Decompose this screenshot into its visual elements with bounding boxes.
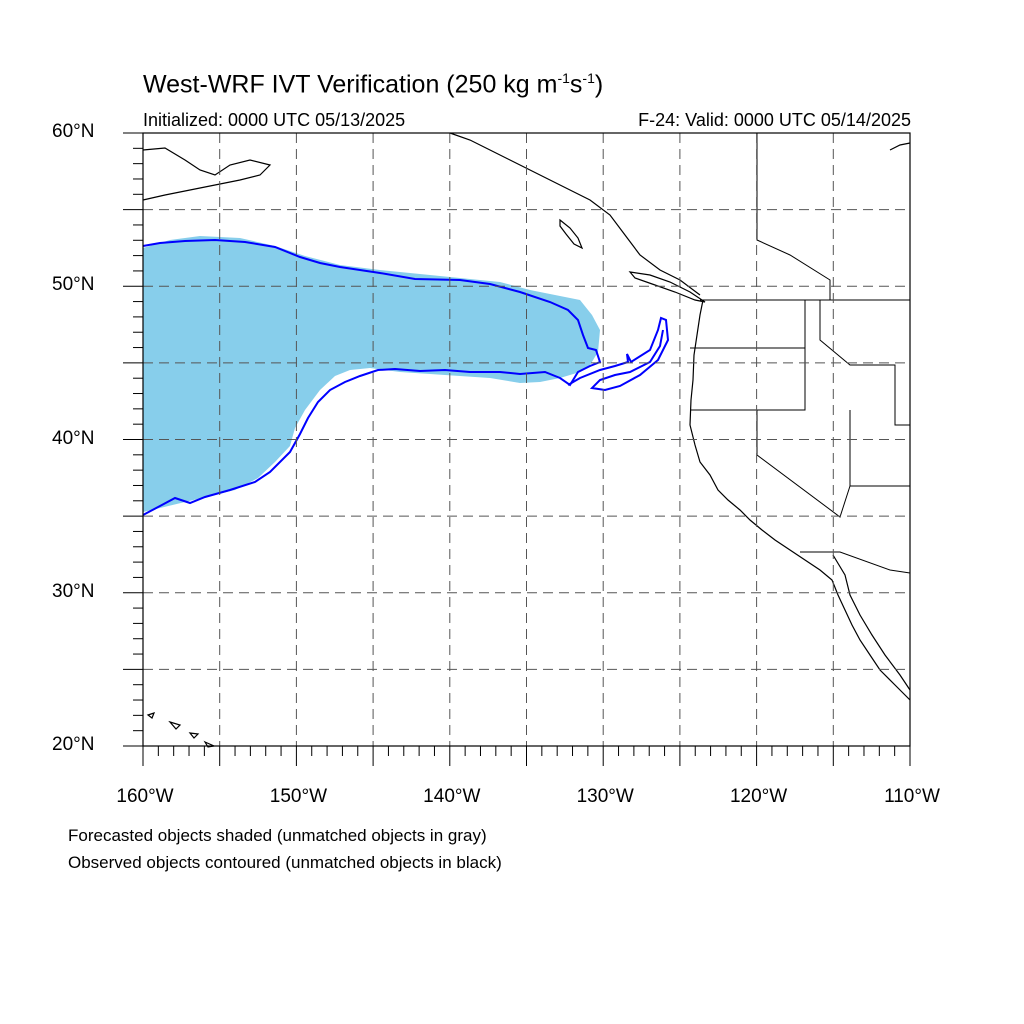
coastline-west-us (689, 299, 911, 701)
lon-label: 130°W (576, 786, 634, 807)
lon-label: 110°W (884, 786, 940, 807)
haida-gwaii (559, 218, 584, 250)
coastline-nw (889, 142, 911, 151)
lat-label: 40°N (52, 427, 95, 449)
lon-label: 160°W (116, 786, 174, 807)
footnote-observed: Observed objects contoured (unmatched ob… (68, 853, 502, 872)
lon-label: 150°W (269, 786, 328, 807)
coastline-alaska-pen (142, 147, 272, 201)
vancouver-island (628, 271, 706, 303)
init-time-label: Initialized: 0000 UTC 05/13/2025 (143, 110, 406, 130)
lon-label: 120°W (729, 786, 788, 807)
coastline-bc-alaska (449, 132, 701, 296)
observed-ivt-contour (142, 238, 602, 516)
lat-lon-grid (143, 133, 910, 746)
lat-label: 30°N (52, 580, 95, 602)
border-states (690, 133, 911, 574)
coastline-baja (832, 554, 911, 691)
lat-label: 20°N (52, 734, 95, 755)
lat-label: 50°N (52, 274, 95, 296)
hawaii-islands (146, 712, 217, 748)
map-title: West-WRF IVT Verification (250 kg m-1s-1… (143, 70, 604, 99)
valid-time-label: F-24: Valid: 0000 UTC 05/14/2025 (638, 110, 911, 130)
forecast-ivt-object (143, 236, 600, 512)
footnote-forecast: Forecasted objects shaded (unmatched obj… (68, 826, 487, 845)
map-frame (123, 132, 911, 766)
lat-label: 60°N (52, 121, 95, 142)
lon-label: 140°W (423, 786, 481, 807)
